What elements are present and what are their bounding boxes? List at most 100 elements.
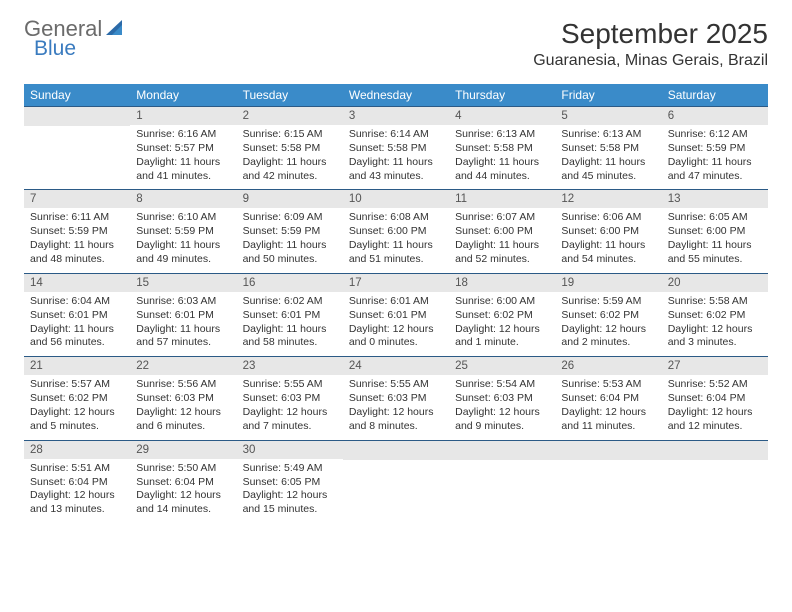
- daylight-line1: Daylight: 12 hours: [668, 323, 762, 337]
- daylight-line1: Daylight: 11 hours: [30, 239, 124, 253]
- sunrise: Sunrise: 6:14 AM: [349, 128, 443, 142]
- day-number: 8: [130, 190, 236, 208]
- day-number: 18: [449, 274, 555, 292]
- day-cell: 30 Sunrise: 5:49 AMSunset: 6:05 PMDayligh…: [237, 441, 343, 523]
- day-cell: 20Sunrise: 5:58 AMSunset: 6:02 PMDayligh…: [662, 274, 768, 356]
- day-number: 29: [130, 441, 236, 459]
- sunset: Sunset: 6:00 PM: [349, 225, 443, 239]
- calendar: SundayMondayTuesdayWednesdayThursdayFrid…: [24, 84, 768, 523]
- day-body: Sunrise: 6:02 AMSunset: 6:01 PMDaylight:…: [237, 292, 343, 356]
- sunrise: Sunrise: 5:49 AM: [243, 462, 337, 476]
- daylight-line2: and 9 minutes.: [455, 420, 549, 434]
- day-cell: 7Sunrise: 6:11 AMSunset: 5:59 PMDaylight…: [24, 190, 130, 272]
- sunrise: Sunrise: 6:16 AM: [136, 128, 230, 142]
- day-cell: 24Sunrise: 5:55 AMSunset: 6:03 PMDayligh…: [343, 357, 449, 439]
- daylight-line2: and 42 minutes.: [243, 170, 337, 184]
- day-number: 4: [449, 107, 555, 125]
- day-body: Sunrise: 5:59 AMSunset: 6:02 PMDaylight:…: [555, 292, 661, 356]
- sunrise: Sunrise: 6:08 AM: [349, 211, 443, 225]
- day-number: 28: [24, 441, 130, 459]
- daylight-line2: and 44 minutes.: [455, 170, 549, 184]
- day-number: 5: [555, 107, 661, 125]
- calendar-body: 1Sunrise: 6:16 AMSunset: 5:57 PMDaylight…: [24, 106, 768, 523]
- sunrise: Sunrise: 6:03 AM: [136, 295, 230, 309]
- day-body: Sunrise: 6:08 AMSunset: 6:00 PMDaylight:…: [343, 208, 449, 272]
- day-number: 30: [237, 441, 343, 459]
- sail-icon: [106, 18, 128, 40]
- day-cell: 25Sunrise: 5:54 AMSunset: 6:03 PMDayligh…: [449, 357, 555, 439]
- month-title: September 2025: [533, 18, 768, 50]
- sunrise: Sunrise: 6:07 AM: [455, 211, 549, 225]
- daylight-line1: Daylight: 11 hours: [668, 239, 762, 253]
- daylight-line2: and 57 minutes.: [136, 336, 230, 350]
- sunset: Sunset: 6:03 PM: [455, 392, 549, 406]
- sunset: Sunset: 6:02 PM: [30, 392, 124, 406]
- day-body: [343, 460, 449, 508]
- daylight-line2: and 11 minutes.: [561, 420, 655, 434]
- day-body: Sunrise: 5:58 AMSunset: 6:02 PMDaylight:…: [662, 292, 768, 356]
- day-cell: 8Sunrise: 6:10 AMSunset: 5:59 PMDaylight…: [130, 190, 236, 272]
- day-number: 2: [237, 107, 343, 125]
- dow-cell: Friday: [555, 84, 661, 106]
- sunrise: Sunrise: 6:13 AM: [561, 128, 655, 142]
- sunset: Sunset: 6:04 PM: [668, 392, 762, 406]
- daylight-line1: Daylight: 11 hours: [668, 156, 762, 170]
- daylight-line2: and 12 minutes.: [668, 420, 762, 434]
- day-body: [449, 460, 555, 508]
- daylight-line2: and 15 minutes.: [243, 503, 337, 517]
- daylight-line2: and 7 minutes.: [243, 420, 337, 434]
- sunset: Sunset: 5:59 PM: [30, 225, 124, 239]
- daylight-line2: and 48 minutes.: [30, 253, 124, 267]
- daylight-line1: Daylight: 11 hours: [349, 239, 443, 253]
- daylight-line1: Daylight: 12 hours: [455, 323, 549, 337]
- daylight-line2: and 6 minutes.: [136, 420, 230, 434]
- day-number: 20: [662, 274, 768, 292]
- dow-cell: Tuesday: [237, 84, 343, 106]
- daylight-line2: and 52 minutes.: [455, 253, 549, 267]
- sunset: Sunset: 6:02 PM: [668, 309, 762, 323]
- day-cell: [555, 441, 661, 523]
- day-cell: 21Sunrise: 5:57 AMSunset: 6:02 PMDayligh…: [24, 357, 130, 439]
- sunset: Sunset: 6:02 PM: [455, 309, 549, 323]
- day-cell: 19Sunrise: 5:59 AMSunset: 6:02 PMDayligh…: [555, 274, 661, 356]
- sunrise: Sunrise: 5:52 AM: [668, 378, 762, 392]
- day-cell: 22Sunrise: 5:56 AMSunset: 6:03 PMDayligh…: [130, 357, 236, 439]
- sunset: Sunset: 6:00 PM: [668, 225, 762, 239]
- day-cell: 26Sunrise: 5:53 AMSunset: 6:04 PMDayligh…: [555, 357, 661, 439]
- sunset: Sunset: 5:58 PM: [243, 142, 337, 156]
- day-number: 14: [24, 274, 130, 292]
- daylight-line1: Daylight: 12 hours: [561, 406, 655, 420]
- day-body: Sunrise: 6:09 AMSunset: 5:59 PMDaylight:…: [237, 208, 343, 272]
- day-cell: 12Sunrise: 6:06 AMSunset: 6:00 PMDayligh…: [555, 190, 661, 272]
- sunrise: Sunrise: 6:02 AM: [243, 295, 337, 309]
- sunset: Sunset: 6:02 PM: [561, 309, 655, 323]
- dow-cell: Monday: [130, 84, 236, 106]
- daylight-line2: and 45 minutes.: [561, 170, 655, 184]
- day-cell: [449, 441, 555, 523]
- daylight-line2: and 43 minutes.: [349, 170, 443, 184]
- sunset: Sunset: 6:00 PM: [561, 225, 655, 239]
- sunrise: Sunrise: 6:01 AM: [349, 295, 443, 309]
- daylight-line1: Daylight: 12 hours: [349, 323, 443, 337]
- daylight-line1: Daylight: 11 hours: [561, 156, 655, 170]
- sunrise: Sunrise: 5:59 AM: [561, 295, 655, 309]
- day-number: 6: [662, 107, 768, 125]
- sunset: Sunset: 6:01 PM: [349, 309, 443, 323]
- sunrise: Sunrise: 6:11 AM: [30, 211, 124, 225]
- day-cell: 13Sunrise: 6:05 AMSunset: 6:00 PMDayligh…: [662, 190, 768, 272]
- day-body: Sunrise: 5:54 AMSunset: 6:03 PMDaylight:…: [449, 375, 555, 439]
- sunset: Sunset: 6:01 PM: [243, 309, 337, 323]
- day-body: Sunrise: 6:12 AMSunset: 5:59 PMDaylight:…: [662, 125, 768, 189]
- week-row: 14Sunrise: 6:04 AMSunset: 6:01 PMDayligh…: [24, 273, 768, 356]
- day-number: [24, 107, 130, 126]
- sunrise: Sunrise: 6:15 AM: [243, 128, 337, 142]
- daylight-line1: Daylight: 11 hours: [30, 323, 124, 337]
- day-cell: 2Sunrise: 6:15 AMSunset: 5:58 PMDaylight…: [237, 107, 343, 189]
- day-number: 27: [662, 357, 768, 375]
- day-body: [662, 460, 768, 508]
- sunset: Sunset: 6:05 PM: [243, 476, 337, 490]
- daylight-line1: Daylight: 12 hours: [243, 489, 337, 503]
- daylight-line2: and 1 minute.: [455, 336, 549, 350]
- sunset: Sunset: 5:57 PM: [136, 142, 230, 156]
- title-block: September 2025 Guaranesia, Minas Gerais,…: [533, 18, 768, 70]
